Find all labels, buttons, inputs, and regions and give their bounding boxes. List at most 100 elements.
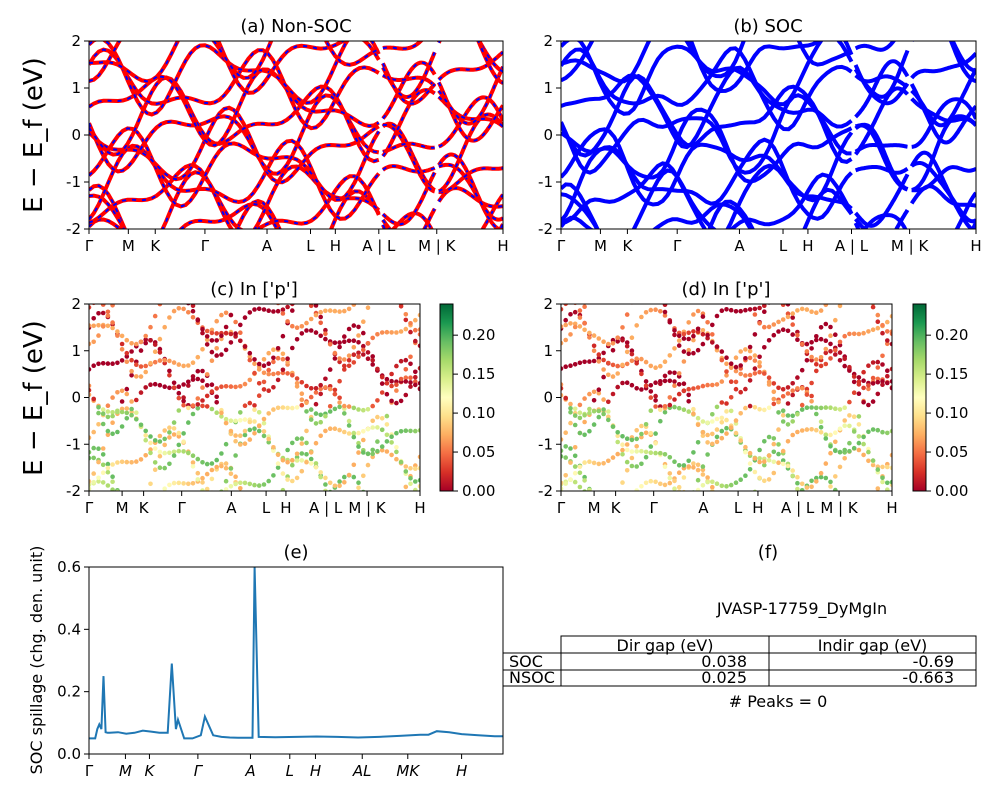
projection-point bbox=[413, 317, 418, 323]
projection-point bbox=[620, 325, 625, 330]
projection-point bbox=[408, 361, 413, 367]
projection-point bbox=[115, 390, 120, 395]
projection-point bbox=[790, 468, 795, 473]
projection-point bbox=[672, 346, 677, 351]
projection-point bbox=[582, 478, 587, 483]
projection-point bbox=[252, 307, 257, 312]
panel-e-line bbox=[89, 567, 503, 740]
projection-point bbox=[238, 433, 243, 439]
projection-point bbox=[204, 328, 210, 334]
projection-point bbox=[313, 411, 319, 416]
projection-point bbox=[856, 414, 862, 419]
projection-point bbox=[361, 352, 366, 357]
projection-point bbox=[658, 309, 663, 314]
projection-point bbox=[370, 362, 376, 367]
projection-point bbox=[370, 403, 376, 409]
projection-point bbox=[186, 420, 191, 425]
projection-point bbox=[630, 493, 635, 498]
projection-point bbox=[290, 323, 295, 329]
projection-point bbox=[828, 405, 833, 411]
projection-point bbox=[700, 467, 706, 473]
projection-point bbox=[294, 380, 300, 386]
projection-point bbox=[308, 328, 314, 333]
projection-point bbox=[266, 439, 272, 445]
projection-point bbox=[394, 445, 399, 450]
projection-point bbox=[233, 433, 238, 438]
projection-point bbox=[790, 388, 795, 394]
projection-point bbox=[361, 407, 366, 413]
projection-point bbox=[814, 405, 819, 411]
projection-point bbox=[851, 429, 857, 434]
band-line-soc bbox=[561, 41, 853, 83]
x-tick-label: AL bbox=[352, 762, 372, 780]
projection-point bbox=[346, 306, 352, 312]
projection-point bbox=[214, 386, 219, 391]
projection-point bbox=[681, 359, 687, 364]
projection-point bbox=[162, 450, 167, 456]
projection-point bbox=[91, 471, 96, 476]
x-tick-label: M bbox=[119, 762, 132, 780]
projection-point bbox=[403, 326, 409, 332]
projection-point bbox=[365, 305, 371, 311]
projection-point bbox=[323, 475, 328, 481]
colorbar-tick-label: 0.20 bbox=[935, 326, 968, 344]
projection-point bbox=[327, 480, 333, 486]
projection-point bbox=[105, 409, 111, 414]
projection-point bbox=[157, 336, 163, 342]
projection-point bbox=[157, 465, 163, 471]
projection-point bbox=[346, 472, 352, 478]
projection-point bbox=[403, 367, 409, 372]
projection-point bbox=[634, 436, 639, 442]
y-tick-label: -2 bbox=[538, 482, 553, 500]
projection-point bbox=[342, 480, 347, 485]
projection-point bbox=[743, 405, 748, 411]
y-tick-label: 1 bbox=[71, 342, 81, 360]
projection-point bbox=[167, 315, 172, 320]
projection-point bbox=[653, 404, 658, 409]
table-cell bbox=[768, 669, 977, 687]
projection-point bbox=[285, 477, 290, 482]
projection-point bbox=[129, 357, 134, 363]
projection-point bbox=[223, 330, 229, 336]
panel-f-title: (f) bbox=[758, 542, 778, 563]
projection-point bbox=[747, 378, 753, 383]
projection-point bbox=[795, 480, 800, 486]
projection-point bbox=[304, 383, 309, 389]
projection-point bbox=[561, 454, 564, 459]
projection-point bbox=[143, 385, 148, 390]
projection-point bbox=[695, 477, 701, 483]
projection-point bbox=[228, 418, 234, 424]
projection-point bbox=[384, 422, 390, 427]
projection-point bbox=[394, 449, 399, 455]
projection-point bbox=[771, 470, 777, 476]
projection-point bbox=[667, 471, 673, 476]
projection-point bbox=[582, 432, 587, 438]
projection-point bbox=[247, 357, 253, 363]
projection-point bbox=[300, 298, 305, 303]
projection-point bbox=[148, 447, 153, 452]
projection-point bbox=[129, 368, 134, 374]
projection-point bbox=[686, 392, 691, 398]
projection-point bbox=[256, 367, 262, 372]
projection-point bbox=[724, 369, 729, 374]
projection-point bbox=[624, 340, 630, 345]
projection-point bbox=[275, 308, 281, 314]
projection-point bbox=[795, 412, 800, 417]
projection-point bbox=[417, 386, 420, 392]
projection-point bbox=[809, 354, 814, 360]
projection-point bbox=[228, 312, 234, 318]
projection-point bbox=[223, 420, 229, 426]
projection-point bbox=[762, 324, 767, 330]
projection-point bbox=[351, 352, 357, 358]
projection-point bbox=[658, 418, 663, 424]
y-tick-label: -2 bbox=[538, 220, 553, 238]
projection-point bbox=[686, 458, 691, 464]
projection-point bbox=[686, 347, 691, 353]
x-tick-label: A bbox=[698, 499, 709, 517]
projection-point bbox=[110, 361, 115, 367]
colorbar-tick-label: 0.15 bbox=[935, 365, 968, 383]
band-line-soc-overlay bbox=[89, 41, 380, 94]
projection-point bbox=[823, 321, 829, 327]
projection-point bbox=[724, 409, 729, 414]
